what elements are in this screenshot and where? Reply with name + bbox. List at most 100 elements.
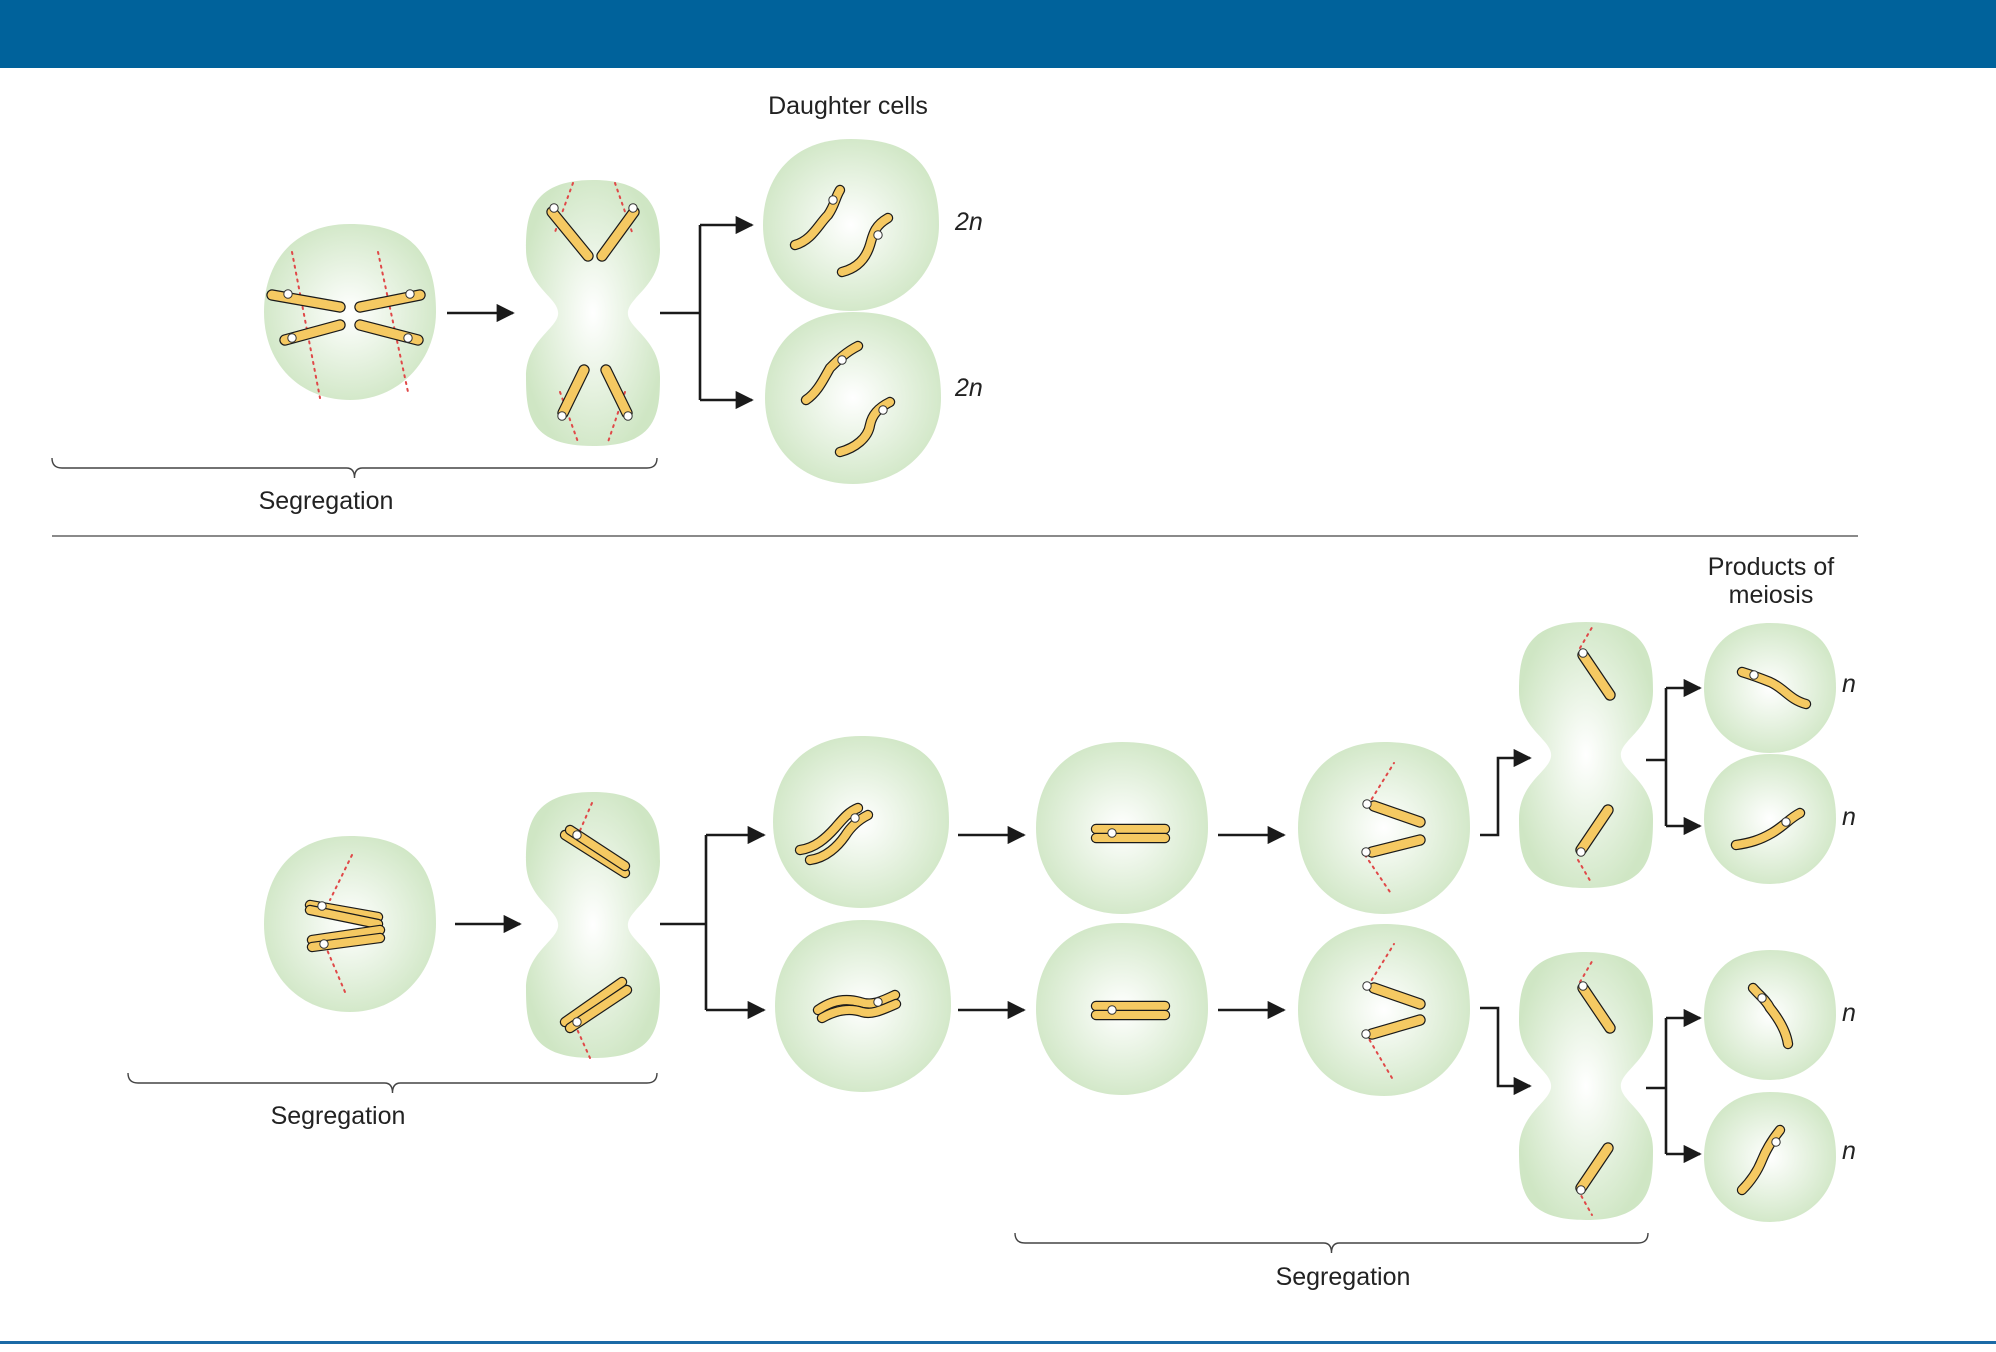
products-of-meiosis-label-line1: Products of bbox=[1708, 553, 1835, 581]
centromere bbox=[405, 289, 415, 299]
branch-connector bbox=[1646, 688, 1668, 826]
round-cell-icon bbox=[1298, 924, 1470, 1096]
round-cell-icon bbox=[264, 836, 436, 1012]
chromosome-icon bbox=[1732, 809, 1804, 849]
chromosome-icon bbox=[1576, 1143, 1613, 1193]
ploidy-label-meiosis-4: n bbox=[1842, 1137, 1856, 1165]
arrow-right-icon bbox=[1480, 1006, 1532, 1096]
chromosome-icon bbox=[267, 290, 345, 312]
chromosome-icon bbox=[558, 365, 589, 418]
chromosome-icon bbox=[814, 991, 899, 1014]
spindle-fiber bbox=[1577, 1189, 1593, 1216]
chromosome-icon bbox=[1369, 801, 1425, 827]
spindle-fiber bbox=[1577, 859, 1593, 885]
round-cell-icon bbox=[1704, 1092, 1836, 1222]
bottom-rule bbox=[0, 1341, 1996, 1344]
dividing-cell-icon bbox=[526, 180, 660, 446]
centromere bbox=[1576, 1185, 1586, 1195]
branch-connector bbox=[660, 835, 708, 1010]
centromere bbox=[1107, 828, 1117, 838]
centromere bbox=[572, 1017, 582, 1027]
centromere bbox=[873, 230, 883, 240]
chromosome-icon bbox=[1749, 984, 1792, 1048]
chromosome-icon bbox=[796, 804, 862, 854]
centromere bbox=[1578, 981, 1588, 991]
spindle-fiber bbox=[1579, 957, 1595, 983]
centromere bbox=[1771, 1137, 1781, 1147]
centromere bbox=[1361, 1029, 1371, 1039]
chromosome-icon bbox=[1578, 983, 1615, 1033]
spindle-fiber bbox=[1367, 943, 1395, 987]
chromosome-icon bbox=[838, 214, 892, 276]
chromosome-icon bbox=[802, 342, 862, 404]
chromosome-icon bbox=[547, 207, 593, 261]
brace-layer bbox=[51, 457, 1649, 1254]
dividing-cell-icon bbox=[1519, 952, 1653, 1220]
centromere bbox=[317, 901, 327, 911]
arrow-layer bbox=[447, 215, 1702, 1164]
centromere bbox=[1578, 648, 1588, 658]
branch-connector bbox=[660, 225, 702, 400]
centromere bbox=[1757, 993, 1767, 1003]
chromosome-icon bbox=[806, 811, 872, 864]
centromere bbox=[837, 355, 847, 365]
spindle-fiber bbox=[1364, 854, 1393, 896]
centromere bbox=[828, 195, 838, 205]
centromere bbox=[628, 203, 638, 213]
spindle-fiber bbox=[1579, 623, 1595, 649]
ploidy-label-meiosis-1: n bbox=[1842, 670, 1856, 698]
centromere bbox=[287, 333, 297, 343]
centromere bbox=[549, 203, 559, 213]
chromosome-icon bbox=[1367, 1015, 1425, 1039]
header-bar bbox=[0, 0, 1996, 68]
centromere bbox=[878, 405, 888, 415]
chromosome-icon bbox=[1367, 835, 1425, 857]
centromere bbox=[283, 289, 293, 299]
segregation-label-meiosis-1: Segregation bbox=[271, 1102, 406, 1130]
segregation-brace bbox=[1014, 1232, 1649, 1254]
centromere bbox=[1362, 981, 1372, 991]
round-cell-icon bbox=[1704, 754, 1836, 884]
spindle-fiber bbox=[1365, 1033, 1393, 1079]
segregation-brace bbox=[51, 457, 658, 479]
round-cell-icon bbox=[765, 312, 941, 484]
chromosome-icon bbox=[601, 365, 632, 418]
round-cell-icon bbox=[763, 139, 939, 311]
round-cell-icon bbox=[264, 224, 436, 400]
spindle-fiber bbox=[377, 251, 409, 393]
segregation-label-meiosis-2: Segregation bbox=[1276, 1263, 1411, 1291]
centromere bbox=[572, 830, 582, 840]
chromosome-icon bbox=[308, 926, 384, 944]
chromosome-icon bbox=[1576, 805, 1613, 855]
branch-connector bbox=[1646, 1018, 1668, 1154]
chromosome-icon bbox=[306, 906, 382, 928]
ploidy-label-mitosis-top: 2n bbox=[954, 208, 983, 236]
chromosome-icon bbox=[1369, 983, 1425, 1009]
products-of-meiosis-label-line2: meiosis bbox=[1729, 581, 1814, 609]
centromere bbox=[1362, 799, 1372, 809]
chromosome-icon bbox=[561, 831, 629, 877]
chromosome-icon bbox=[791, 186, 844, 249]
centromere bbox=[557, 411, 567, 421]
centromere bbox=[1749, 670, 1759, 680]
centromere bbox=[1107, 1005, 1117, 1015]
chromosome-icon bbox=[597, 207, 639, 261]
daughter-cells-label: Daughter cells bbox=[768, 92, 928, 120]
centromere bbox=[319, 939, 329, 949]
ploidy-label-mitosis-bottom: 2n bbox=[954, 374, 983, 402]
centromere bbox=[1576, 847, 1586, 857]
chromosome-icon bbox=[561, 978, 626, 1026]
segregation-brace bbox=[127, 1072, 658, 1094]
spindle-fiber bbox=[324, 944, 346, 993]
ploidy-label-meiosis-2: n bbox=[1842, 803, 1856, 831]
centromere bbox=[850, 813, 860, 823]
centromere bbox=[1361, 847, 1371, 857]
spindle-fiber bbox=[329, 854, 353, 901]
ploidy-label-meiosis-3: n bbox=[1842, 999, 1856, 1027]
centromere bbox=[623, 411, 633, 421]
dividing-cell-icon bbox=[1519, 622, 1653, 888]
spindle-fiber bbox=[1367, 762, 1395, 806]
centromere bbox=[403, 333, 413, 343]
centromere bbox=[1781, 817, 1791, 827]
